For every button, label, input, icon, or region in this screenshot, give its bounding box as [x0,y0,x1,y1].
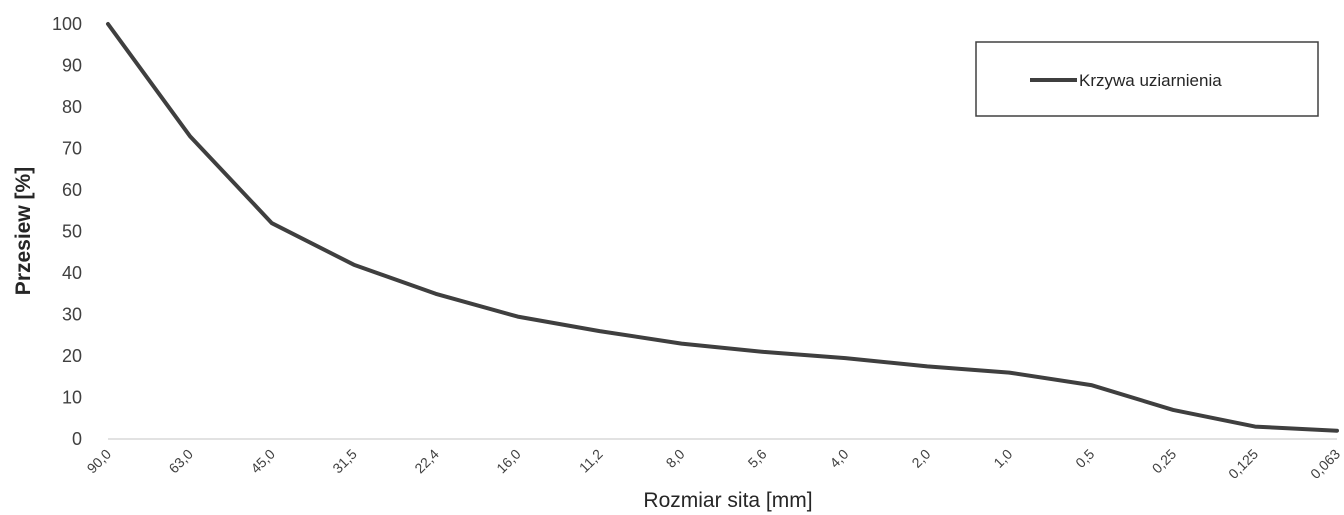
y-tick-label: 90 [62,56,82,76]
legend-label: Krzywa uziarnienia [1079,71,1222,90]
x-tick-label: 4,0 [826,446,851,471]
data-point [925,364,929,368]
x-tick-label: 0,063 [1307,446,1343,482]
data-point [680,342,684,346]
data-point [352,263,356,267]
x-tick-label: 5,6 [745,446,770,471]
y-tick-label: 60 [62,180,82,200]
x-tick-label: 0,125 [1225,446,1261,482]
data-point [843,356,847,360]
y-axis-title: Przesiew [%] [12,167,35,295]
x-tick-label: 90,0 [84,446,115,477]
x-axis-ticks: 90,0 63,0 45,0 31,5 22,4 16,0 11,2 8,0 5,6 4,0 2,0… [84,446,1344,482]
data-point [106,22,110,26]
series-line-krzywa-uziarnienia [106,22,1339,433]
data-point [516,315,520,319]
legend: Krzywa uziarnienia [975,41,1319,117]
data-point [1335,429,1339,433]
x-tick-label: 63,0 [165,446,196,477]
data-point [1089,383,1093,387]
data-point [1253,425,1257,429]
x-axis-title: Rozmiar sita [mm] [643,489,812,512]
data-point [761,350,765,354]
y-tick-label: 80 [62,97,82,117]
x-tick-label: 16,0 [493,446,524,477]
y-axis-ticks: 0 10 20 30 40 50 60 70 80 90 100 [52,14,82,449]
y-tick-label: 30 [62,305,82,325]
y-tick-label: 70 [62,139,82,159]
y-tick-label: 100 [52,14,82,34]
x-tick-label: 45,0 [247,446,278,477]
data-point [598,329,602,333]
data-point [1007,371,1011,375]
x-tick-label: 22,4 [411,446,442,477]
y-tick-label: 50 [62,222,82,242]
x-tick-label: 31,5 [329,446,360,477]
data-point [434,292,438,296]
x-tick-label: 1,0 [990,446,1015,471]
x-tick-label: 2,0 [908,446,933,471]
x-tick-label: 0,5 [1072,446,1097,471]
x-tick-label: 11,2 [576,446,606,476]
data-point [1171,408,1175,412]
x-tick-label: 0,25 [1149,446,1180,477]
y-tick-label: 20 [62,346,82,366]
y-tick-label: 40 [62,263,82,283]
x-tick-label: 8,0 [663,446,688,471]
data-point [188,134,192,138]
y-tick-label: 0 [72,429,82,449]
data-point [270,221,274,225]
y-tick-label: 10 [62,388,82,408]
